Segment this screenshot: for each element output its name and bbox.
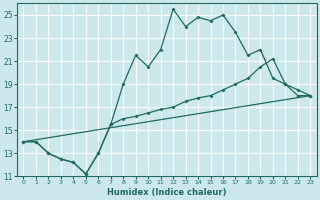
X-axis label: Humidex (Indice chaleur): Humidex (Indice chaleur) xyxy=(107,188,227,197)
